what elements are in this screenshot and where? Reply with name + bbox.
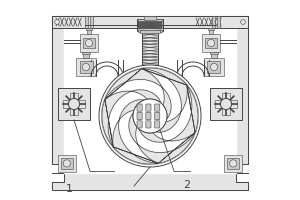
- Bar: [222, 93, 230, 115]
- Bar: [58, 155, 76, 172]
- Bar: [207, 61, 220, 73]
- Bar: [90, 16, 93, 28]
- FancyBboxPatch shape: [146, 121, 151, 128]
- Bar: [61, 158, 73, 169]
- FancyBboxPatch shape: [154, 112, 160, 120]
- Circle shape: [230, 160, 237, 167]
- Circle shape: [82, 63, 90, 71]
- Bar: [83, 53, 88, 58]
- Circle shape: [101, 67, 199, 165]
- Bar: [215, 100, 237, 108]
- Bar: [138, 19, 162, 21]
- Bar: [210, 52, 218, 54]
- Bar: [80, 34, 98, 52]
- Bar: [205, 38, 217, 48]
- Bar: [80, 61, 93, 73]
- Polygon shape: [105, 69, 171, 119]
- Bar: [64, 28, 236, 173]
- Bar: [52, 16, 248, 28]
- Bar: [140, 30, 160, 33]
- Polygon shape: [142, 68, 187, 132]
- Bar: [76, 58, 96, 76]
- FancyBboxPatch shape: [137, 121, 142, 128]
- Circle shape: [133, 99, 167, 133]
- Circle shape: [55, 20, 59, 24]
- Bar: [224, 155, 242, 172]
- Bar: [210, 88, 242, 120]
- Bar: [58, 88, 90, 120]
- Circle shape: [63, 160, 70, 167]
- Circle shape: [68, 98, 80, 110]
- FancyBboxPatch shape: [146, 112, 151, 120]
- FancyBboxPatch shape: [146, 104, 151, 111]
- Bar: [144, 80, 156, 85]
- Bar: [142, 32, 158, 80]
- Bar: [144, 16, 156, 20]
- Bar: [87, 29, 92, 34]
- FancyBboxPatch shape: [137, 112, 142, 120]
- Bar: [208, 28, 214, 30]
- Bar: [83, 38, 95, 48]
- Bar: [212, 53, 217, 58]
- Bar: [227, 158, 239, 169]
- FancyBboxPatch shape: [137, 104, 142, 111]
- Polygon shape: [139, 85, 198, 142]
- Circle shape: [220, 98, 232, 110]
- Bar: [70, 93, 78, 115]
- Circle shape: [241, 20, 245, 24]
- Polygon shape: [129, 113, 195, 163]
- Circle shape: [85, 39, 93, 47]
- Bar: [63, 100, 85, 108]
- Bar: [137, 19, 163, 31]
- Bar: [217, 16, 220, 28]
- Bar: [138, 30, 162, 32]
- Bar: [202, 34, 220, 52]
- Circle shape: [99, 65, 201, 167]
- Bar: [140, 78, 160, 81]
- Polygon shape: [52, 16, 248, 190]
- Circle shape: [207, 39, 214, 47]
- Bar: [208, 29, 213, 34]
- Bar: [85, 16, 88, 28]
- Circle shape: [210, 63, 218, 71]
- Bar: [82, 52, 90, 54]
- FancyBboxPatch shape: [154, 121, 160, 128]
- Text: 1: 1: [65, 184, 73, 194]
- Bar: [204, 58, 224, 76]
- Polygon shape: [113, 100, 158, 164]
- Polygon shape: [102, 90, 161, 147]
- FancyBboxPatch shape: [154, 104, 160, 111]
- Text: 2: 2: [183, 180, 190, 190]
- Bar: [85, 28, 92, 30]
- Bar: [212, 16, 215, 28]
- Polygon shape: [64, 28, 236, 173]
